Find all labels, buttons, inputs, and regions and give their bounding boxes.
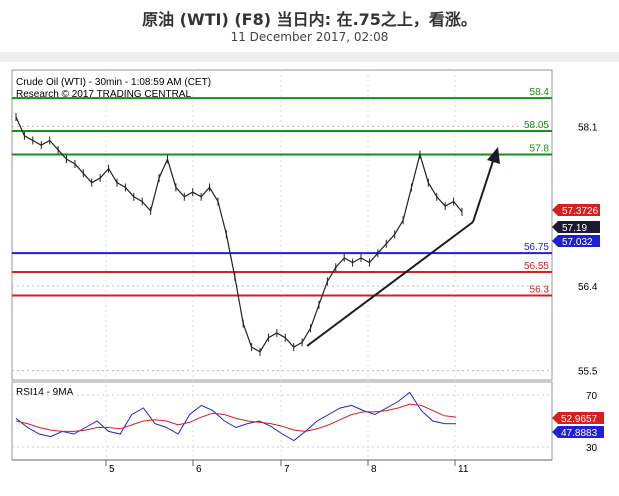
level-label: 56.3 <box>530 284 550 295</box>
price-y-tick-label: 58.1 <box>578 122 598 133</box>
price-panel <box>11 69 553 381</box>
level-label: 58.05 <box>524 120 549 131</box>
support-trendline <box>306 221 474 347</box>
rsi-series-rsi14 <box>15 391 457 442</box>
rsi-title: RSI14 - 9MA <box>16 387 74 398</box>
x-tick-label: 11 <box>458 464 469 475</box>
price-value-tag <box>552 235 600 247</box>
price-y-tick-label: 56.4 <box>578 282 598 293</box>
level-label: 57.8 <box>530 144 550 155</box>
x-tick-label: 6 <box>196 464 202 475</box>
axis-layer: 58.1 56.4 55.5 70 30 5 6 7 8 11 <box>105 122 598 475</box>
level-label: 58.4 <box>530 87 550 98</box>
rsi-value-tag <box>552 426 604 438</box>
header-band <box>0 52 619 62</box>
price-value-tag-label: 57.19 <box>562 223 587 234</box>
rsi-series-layer <box>15 391 457 442</box>
rsi-y-tick-label: 70 <box>586 391 598 402</box>
rsi-value-tag-label: 47.8883 <box>561 428 598 439</box>
price-value-tag-label: 57.032 <box>562 237 593 248</box>
level-label: 56.75 <box>524 242 549 253</box>
price-y-tick-label: 55.5 <box>578 367 598 378</box>
x-tick-label: 7 <box>284 464 290 475</box>
grid-layer <box>12 70 552 460</box>
price-series-layer <box>15 112 463 356</box>
rsi-panel <box>11 381 553 461</box>
levels-layer: 58.4 58.05 57.8 56.75 56.55 56.3 <box>12 87 552 297</box>
chart-title: 原油 (WTI) (F8) 当日内: 在.75之上，看涨。 <box>142 10 477 29</box>
price-value-tag-label: 57.3726 <box>562 206 599 217</box>
x-tick-label: 5 <box>109 464 115 475</box>
price-value-tag <box>552 221 600 233</box>
level-label: 56.55 <box>524 261 549 272</box>
value-tags-layer: 57.3726 57.19 57.032 52.9657 47.8883 <box>552 204 604 439</box>
price-info-line1: Crude Oil (WTI) - 30min - 1:08:59 AM (CE… <box>16 77 211 88</box>
chart-subtitle: 11 December 2017, 02:08 <box>230 30 389 44</box>
x-tick-label: 8 <box>371 464 377 475</box>
rsi-value-tag-label: 52.9657 <box>561 414 598 425</box>
rsi-series-9ma <box>15 403 457 432</box>
price-line <box>15 116 463 353</box>
price-info-line2: Research © 2017 TRADING CENTRAL <box>16 89 191 100</box>
trendline-layer <box>306 147 500 347</box>
rsi-y-tick-label: 30 <box>586 443 598 454</box>
target-arrow-head <box>487 147 500 164</box>
price-value-tag <box>552 204 600 216</box>
rsi-value-tag <box>552 412 604 424</box>
target-arrow-shaft <box>472 157 495 223</box>
